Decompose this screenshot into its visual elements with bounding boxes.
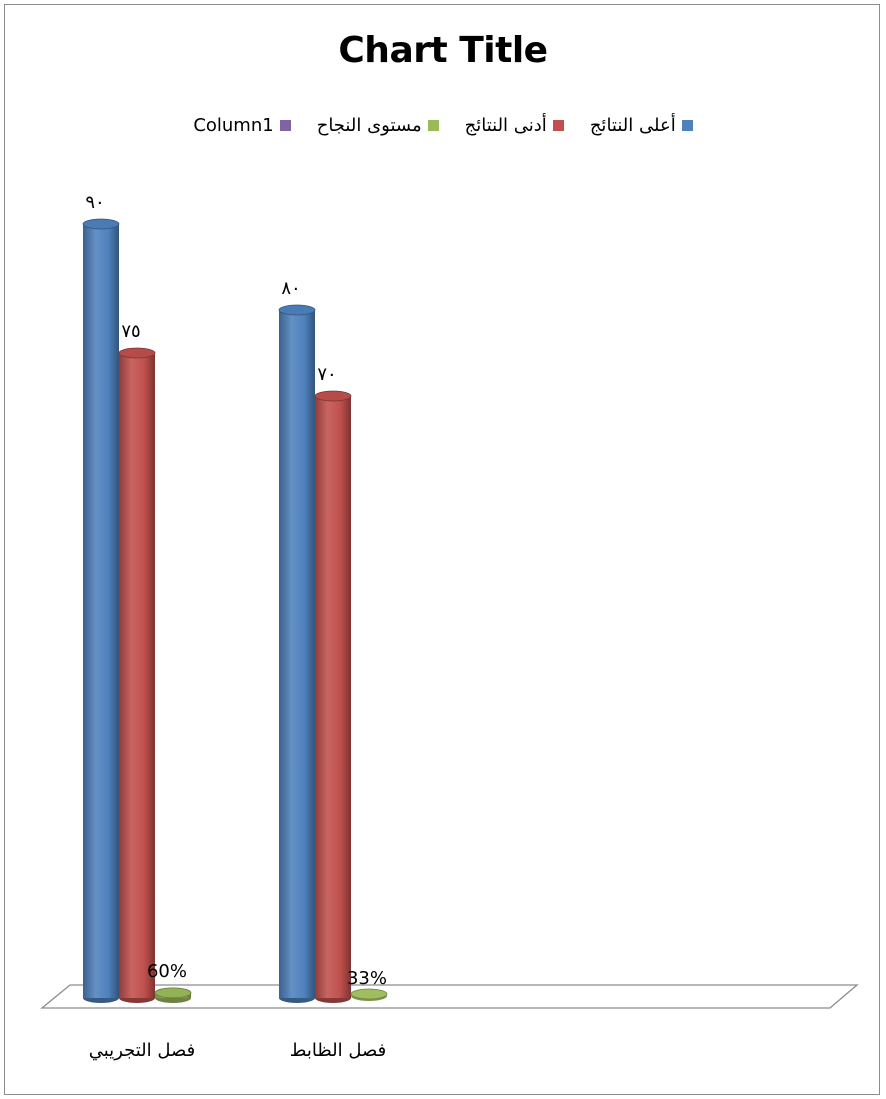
legend-label-series-2: مستوى النجاح — [316, 115, 422, 136]
bar-0-0 — [82, 218, 120, 1003]
bar-body-0-0 — [83, 224, 119, 998]
data-label-0-2: 60% — [147, 961, 187, 982]
category-label-0: فصل التجريبي — [89, 1040, 195, 1061]
bar-1-2 — [350, 988, 388, 1001]
legend-swatch-series-3 — [279, 120, 291, 131]
bar-body-1-1 — [315, 396, 351, 998]
bar-body-0-1 — [119, 353, 155, 998]
data-label-0-1: ٧٥ — [121, 321, 140, 342]
legend-label-series-3: Column1 — [193, 115, 274, 136]
legend-item-series-1: أدنى النتائج — [465, 115, 564, 136]
bar-disk-top-1-2 — [350, 988, 388, 1000]
data-label-1-1: ٧٠ — [317, 364, 336, 385]
bar-top-1-1 — [314, 390, 352, 402]
bar-1-0 — [278, 304, 316, 1003]
category-label-1: فصل الظابط — [290, 1040, 386, 1061]
legend-item-series-2: مستوى النجاح — [317, 115, 439, 136]
bar-1-1 — [314, 390, 352, 1003]
legend-swatch-series-2 — [427, 120, 439, 131]
data-label-1-0: ٨٠ — [281, 278, 300, 299]
bar-top-0-2 — [154, 987, 192, 999]
data-label-0-0: ٩٠ — [85, 192, 104, 213]
bar-body-1-0 — [279, 310, 315, 998]
legend-label-series-0: أعلى النتائج — [589, 115, 676, 136]
legend-swatch-series-1 — [552, 120, 564, 131]
legend-item-series-3: Column1 — [193, 115, 291, 136]
chart-floor — [40, 984, 859, 1009]
chart-title: Chart Title — [338, 30, 548, 71]
chart-legend: أعلى النتائج أدنى النتائج مستوى النجاح C… — [0, 115, 886, 136]
bar-top-0-0 — [82, 218, 120, 230]
legend-item-series-0: أعلى النتائج — [590, 115, 693, 136]
bar-0-2 — [154, 987, 192, 1003]
legend-swatch-series-0 — [681, 120, 693, 131]
bar-top-0-1 — [118, 347, 156, 359]
legend-label-series-1: أدنى النتائج — [464, 115, 547, 136]
data-label-1-2: 33% — [347, 968, 387, 989]
bar-0-1 — [118, 347, 156, 1003]
bar-top-1-0 — [278, 304, 316, 316]
